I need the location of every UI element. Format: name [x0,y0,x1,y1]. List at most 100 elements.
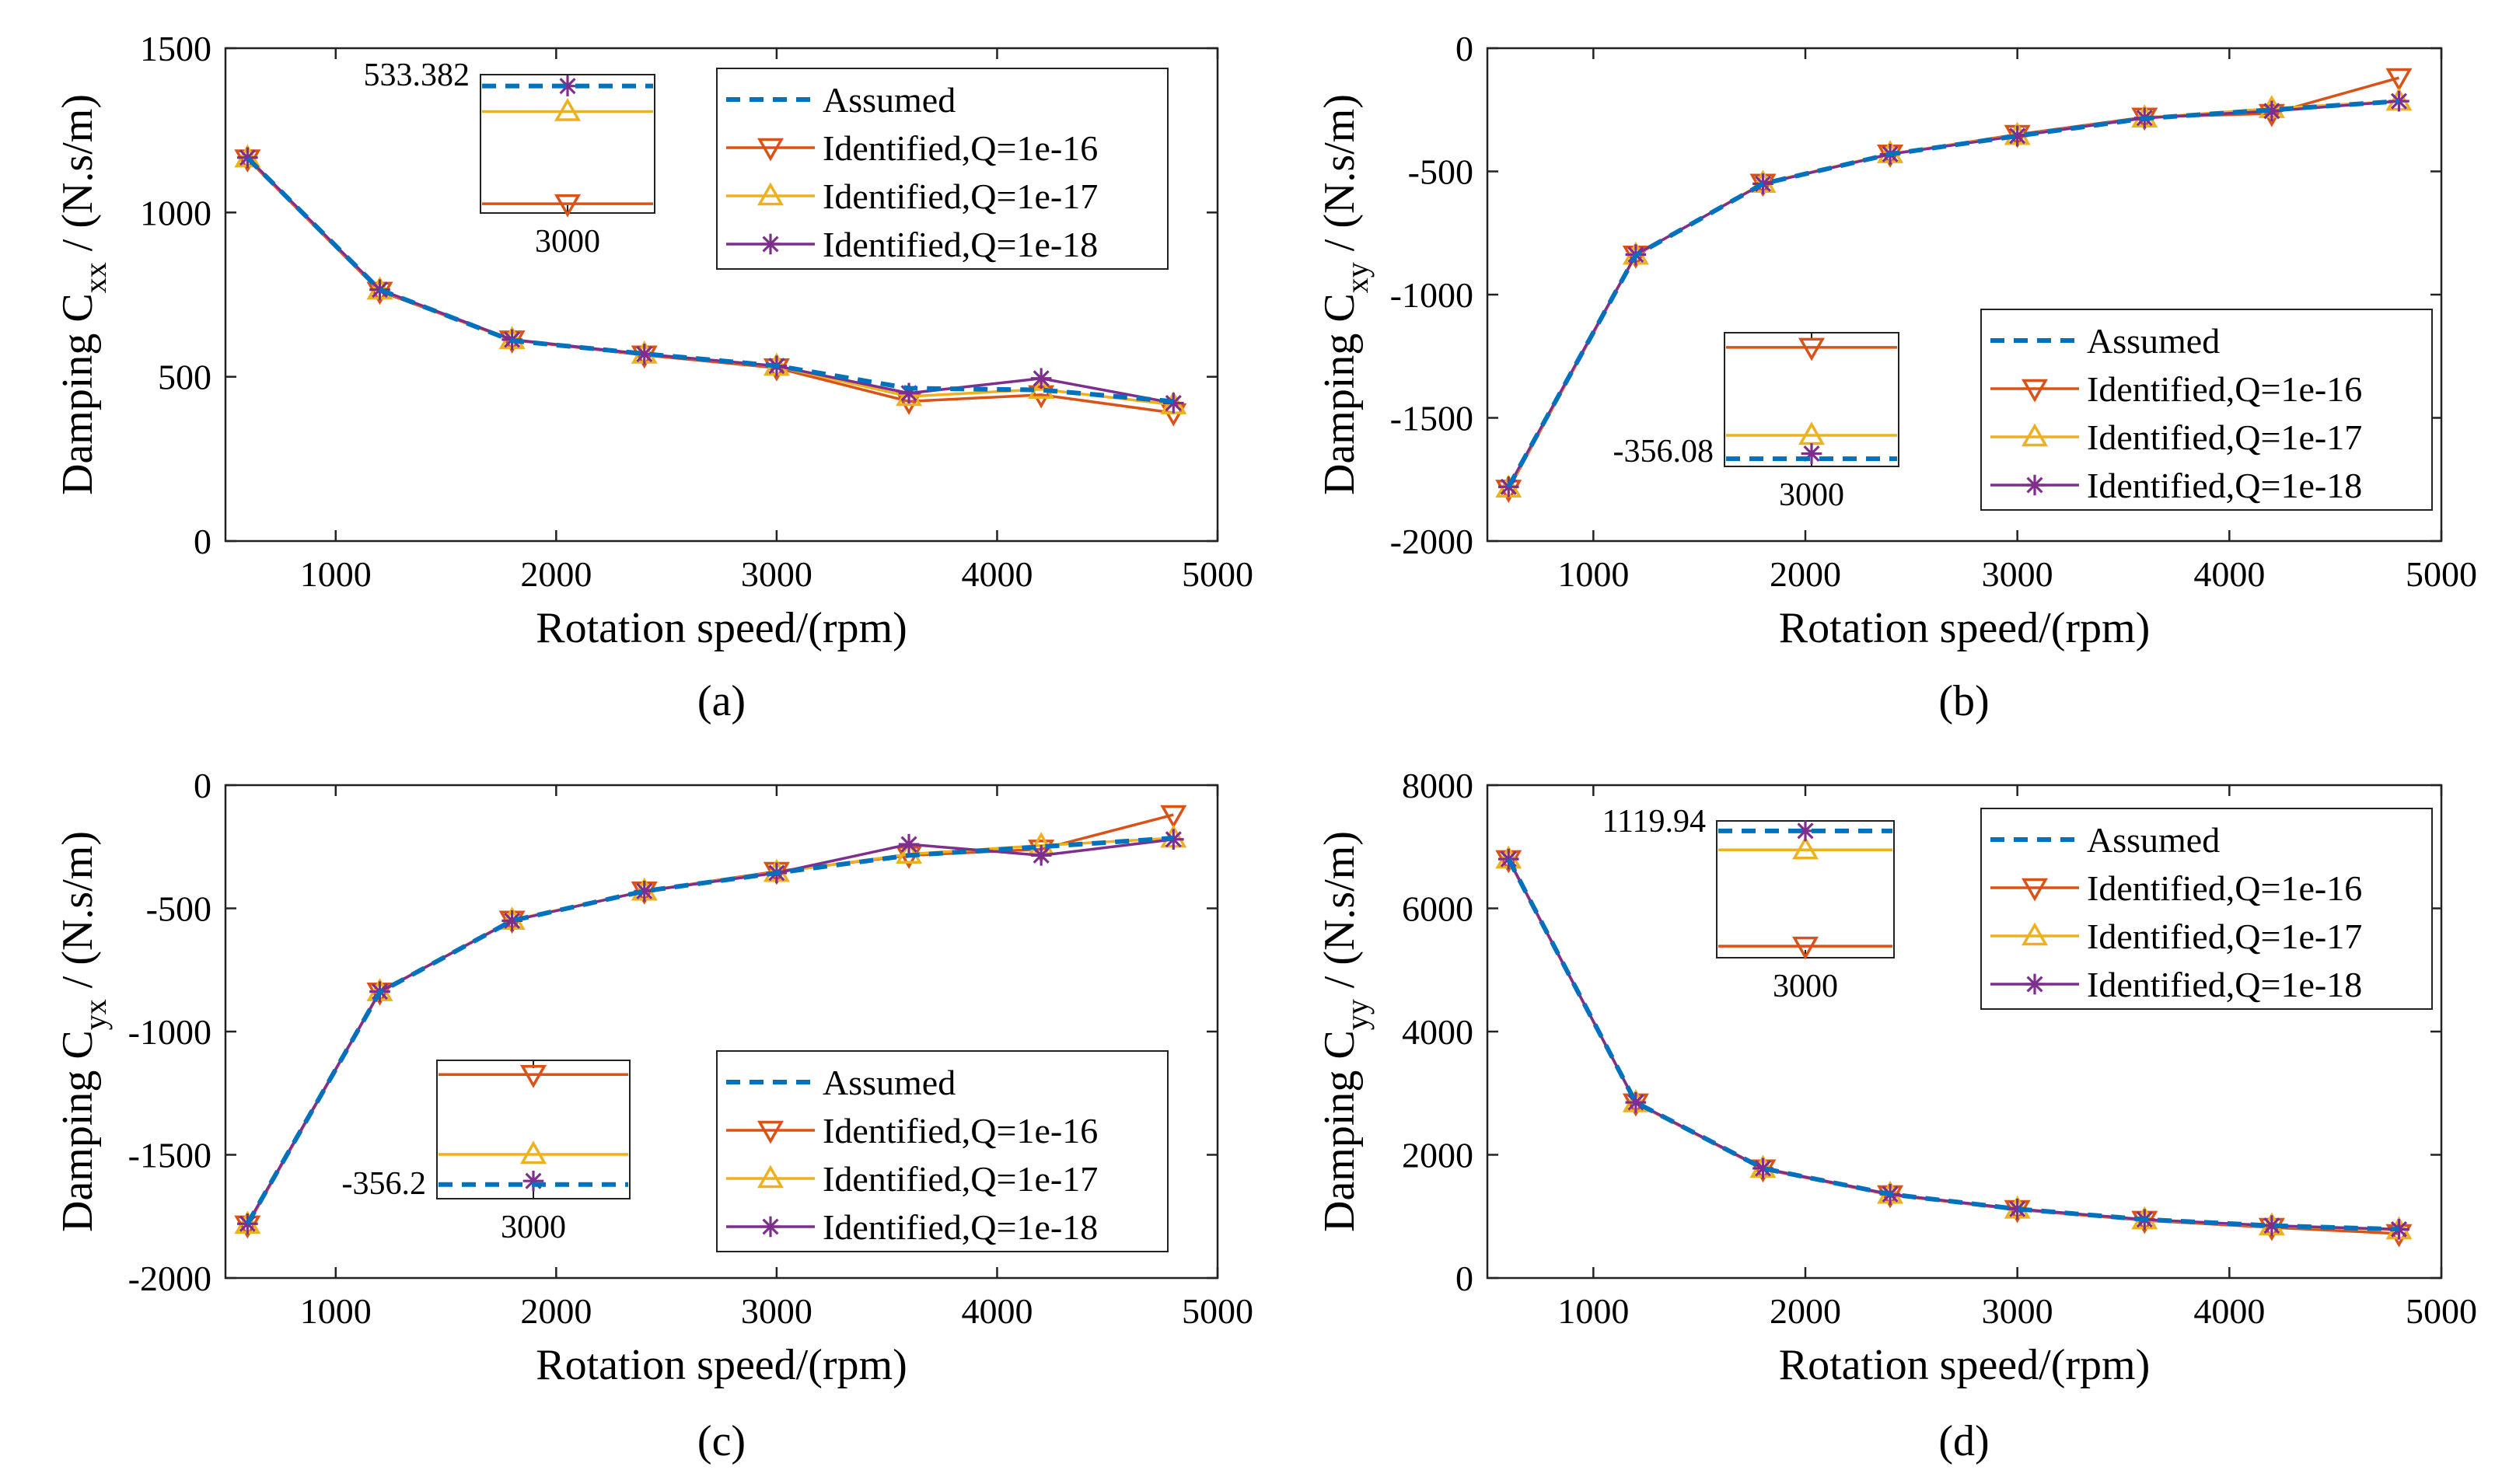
legend-label-q18: Identified,Q=1e-18 [2087,466,2362,505]
data-point-q17 [896,382,923,407]
inset: 3000 533.382 [364,58,655,260]
y-tick-label: -1500 [1390,399,1473,438]
x-tick-label: 2000 [1770,554,1841,594]
marker-stroke [1627,1094,1644,1111]
inset-marker-q16 [519,1065,547,1088]
data-point-q18 [1497,476,1519,498]
marker-stroke [2263,103,2280,120]
marker-stroke [1033,847,1050,864]
marker-stroke [636,345,653,363]
marker-stroke [2263,1217,2280,1234]
x-tick-label: 4000 [2193,554,2265,594]
legend-marker-q17 [2021,922,2049,946]
inset-marker-q16 [1798,337,1826,361]
legend-label-q17: Identified,Q=1e-17 [823,176,1098,216]
marker-stroke [239,149,256,166]
x-axis-label: Rotation speed/(rpm) [1779,604,2150,652]
y-tick-label: 1500 [140,29,211,68]
y-tick-label: 500 [158,358,211,397]
marker-stroke [1033,370,1050,387]
chart-panel-c: 1000 2000 3000 4000 5000 -2000 -1500 -1000 -500 0… [54,766,1253,1465]
inset-x-tick-label: 3000 [1773,969,1838,1004]
panel-label: (d) [1938,1417,1989,1465]
marker-stroke [2390,93,2408,110]
data-point-q18 [1162,393,1184,414]
x-tick-label: 4000 [961,554,1033,594]
marker-stroke [1165,394,1182,412]
y-tick-label: 6000 [1402,889,1473,929]
y-tick-label: 0 [194,522,211,561]
inset: 3000 -356.08 [1613,332,1899,513]
inset-marker-q18 [522,1170,544,1192]
inset-box [480,74,655,214]
inset-value-label: -356.2 [342,1166,427,1202]
legend-marker-q16 [757,138,784,162]
inset-value-label: 533.382 [364,58,470,93]
inset: 3000 -356.2 [342,1060,631,1245]
y-axis-label-subscript: yx [78,999,113,1030]
x-tick-label: 5000 [2406,554,2477,594]
y-tick-label: 8000 [1402,766,1473,805]
marker-stroke [636,882,653,899]
marker-stroke [525,1172,542,1189]
x-tick-label: 1000 [300,1291,372,1331]
data-point-q18 [898,833,920,855]
marker-stroke [2026,477,2043,494]
x-tick-label: 2000 [520,1291,592,1331]
y-axis-label-prefix: Damping C [54,293,102,495]
x-tick-label: 1000 [1557,554,1629,594]
legend-marker-q16 [2021,379,2049,403]
inset-marker-q17 [519,1140,547,1165]
data-point-q16 [2385,68,2413,92]
x-tick-label: 5000 [2406,1291,2477,1331]
legend-marker-q18 [2024,973,2046,995]
marker-stroke [900,836,917,853]
y-tick-label: -500 [146,889,211,929]
series-line-assumed [1506,99,2399,488]
marker-stroke [2009,127,2026,145]
y-axis-label-suffix: / (N.s/m) [54,831,102,999]
y-axis-label: Damping Cxx / (N.s/m) [54,94,113,495]
legend-marker-q18 [2024,474,2046,496]
inset-value-label: -356.08 [1613,434,1714,470]
y-axis-label: Damping Cyy / (N.s/m) [1316,831,1375,1232]
y-tick-label: -1000 [128,1012,211,1052]
y-tick-label: -1500 [128,1136,211,1175]
marker-stroke [504,912,521,929]
legend-label-q16: Identified,Q=1e-16 [823,1111,1098,1151]
series-line-assumed [245,836,1174,1225]
legend-marker-q17 [757,1165,784,1189]
marker-stroke [762,236,779,253]
x-tick-label: 3000 [1982,1291,2053,1331]
inset-value-label: 1119.94 [1602,804,1706,840]
x-tick-label: 2000 [520,554,592,594]
data-point-q18 [2261,100,2283,122]
series-line-assumed [246,156,1174,404]
inset-x-tick-label: 3000 [501,1210,566,1245]
y-axis-label-subscript: xy [1340,262,1375,293]
y-tick-label: -1000 [1390,275,1473,315]
inset-marker-q16 [554,194,582,218]
x-axis-label: Rotation speed/(rpm) [1779,1341,2150,1389]
legend-label-q16: Identified,Q=1e-16 [823,128,1098,168]
x-tick-label: 4000 [2193,1291,2265,1331]
plot-area [224,47,1219,543]
y-axis-label-suffix: / (N.s/m) [1316,94,1364,262]
marker-stroke [1754,1160,1772,1177]
legend-box [716,68,1169,270]
legend-box [1980,309,2433,511]
legend-marker-q16 [757,1120,784,1144]
legend-label-assumed: Assumed [2087,820,2220,860]
legend: Assumed Identified,Q=1e-16 Identified,Q=1e… [1980,309,2433,511]
y-tick-label: 4000 [1402,1012,1473,1052]
x-tick-label: 4000 [961,1291,1033,1331]
legend-marker-q18 [760,233,781,255]
legend-label-q17: Identified,Q=1e-17 [2087,417,2362,457]
x-tick-label: 2000 [1770,1291,1841,1331]
inset-marker-q18 [557,75,578,96]
data-point-q18 [2007,125,2028,147]
y-tick-label: 0 [1455,29,1473,68]
legend-label-assumed: Assumed [2087,321,2220,361]
panel-label: (b) [1938,677,1989,725]
x-tick-label: 3000 [741,1291,812,1331]
